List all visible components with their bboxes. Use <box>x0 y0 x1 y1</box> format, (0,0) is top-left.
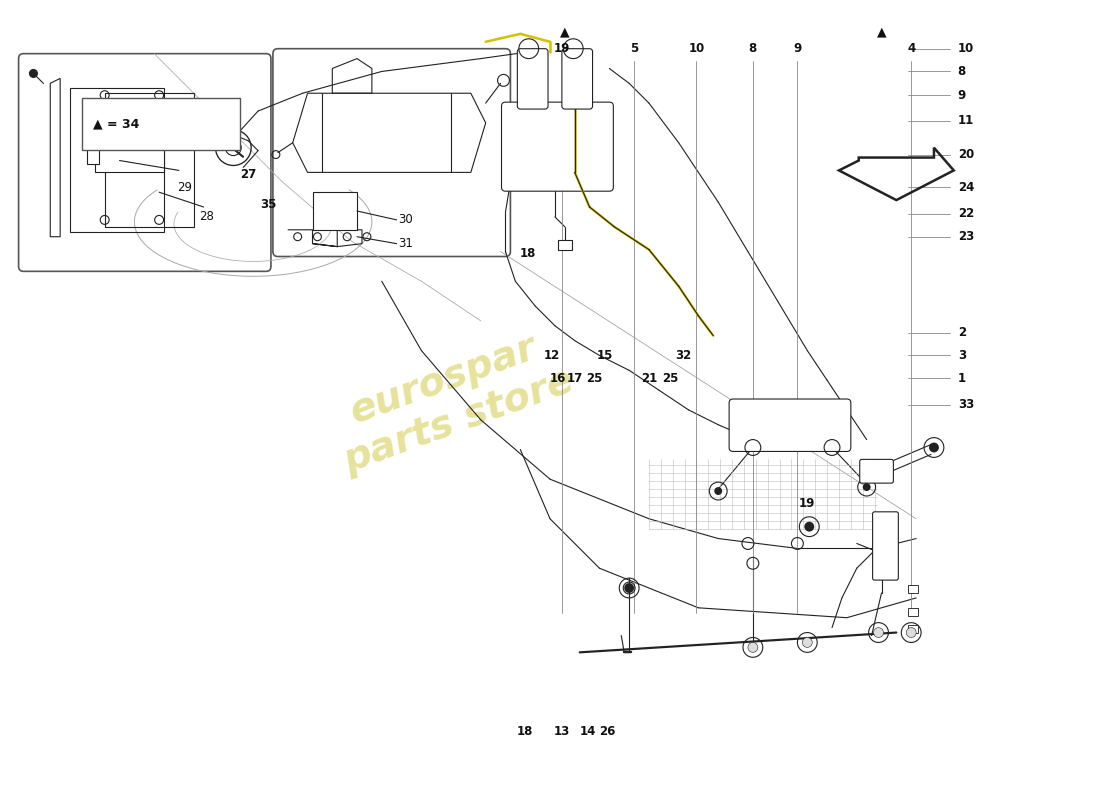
Text: 28: 28 <box>199 210 213 223</box>
Text: 35: 35 <box>260 198 276 210</box>
Text: 3: 3 <box>958 349 966 362</box>
Text: 25: 25 <box>662 372 679 385</box>
Text: 32: 32 <box>675 349 692 362</box>
Text: 18: 18 <box>520 247 537 260</box>
Circle shape <box>930 442 939 453</box>
Circle shape <box>862 483 870 491</box>
Text: 21: 21 <box>641 372 657 385</box>
Circle shape <box>624 583 634 593</box>
Text: 8: 8 <box>958 65 966 78</box>
FancyBboxPatch shape <box>558 240 572 250</box>
Text: 12: 12 <box>543 349 560 362</box>
Text: 20: 20 <box>958 148 974 161</box>
Text: ▲: ▲ <box>877 26 887 38</box>
FancyBboxPatch shape <box>312 192 358 230</box>
Text: eurospar
parts store: eurospar parts store <box>323 320 579 480</box>
FancyBboxPatch shape <box>19 54 271 271</box>
Text: 8: 8 <box>749 42 757 55</box>
FancyBboxPatch shape <box>909 585 918 593</box>
Text: 5: 5 <box>630 42 638 55</box>
Text: 31: 31 <box>398 237 414 250</box>
FancyBboxPatch shape <box>87 134 99 165</box>
FancyBboxPatch shape <box>562 49 593 109</box>
Circle shape <box>906 628 916 638</box>
Text: 13: 13 <box>553 725 570 738</box>
Text: 10: 10 <box>958 42 974 55</box>
Text: 26: 26 <box>600 725 616 738</box>
FancyBboxPatch shape <box>872 512 899 580</box>
Circle shape <box>714 487 723 495</box>
Text: 2: 2 <box>958 326 966 339</box>
Text: 29: 29 <box>177 181 191 194</box>
FancyBboxPatch shape <box>729 399 850 451</box>
Text: 17: 17 <box>566 372 583 385</box>
FancyBboxPatch shape <box>502 102 614 191</box>
Text: 16: 16 <box>550 372 566 385</box>
Text: 25: 25 <box>586 372 603 385</box>
Text: 30: 30 <box>398 214 414 226</box>
Text: 19: 19 <box>799 498 815 510</box>
Circle shape <box>748 642 758 652</box>
Circle shape <box>873 628 883 638</box>
Circle shape <box>802 638 812 647</box>
Text: 23: 23 <box>958 230 974 243</box>
Text: 15: 15 <box>596 349 613 362</box>
Text: 33: 33 <box>958 398 974 411</box>
Text: 9: 9 <box>958 89 966 102</box>
FancyBboxPatch shape <box>81 98 240 150</box>
Text: ▲: ▲ <box>560 26 570 38</box>
Text: 10: 10 <box>689 42 705 55</box>
FancyBboxPatch shape <box>909 625 918 633</box>
Circle shape <box>804 522 814 532</box>
FancyBboxPatch shape <box>517 49 548 109</box>
Text: 18: 18 <box>517 725 534 738</box>
Text: ▲ = 34: ▲ = 34 <box>92 118 140 130</box>
Text: 11: 11 <box>958 114 974 127</box>
FancyBboxPatch shape <box>273 49 510 257</box>
FancyBboxPatch shape <box>909 608 918 616</box>
Text: 19: 19 <box>553 42 570 55</box>
Text: 1: 1 <box>958 372 966 385</box>
Text: 9: 9 <box>793 42 802 55</box>
FancyBboxPatch shape <box>860 459 893 483</box>
Text: 24: 24 <box>958 181 975 194</box>
Text: 22: 22 <box>958 207 974 221</box>
Text: 14: 14 <box>580 725 596 738</box>
Circle shape <box>30 70 37 78</box>
FancyBboxPatch shape <box>95 123 164 172</box>
Text: 27: 27 <box>240 168 256 181</box>
Text: 4: 4 <box>908 42 915 55</box>
